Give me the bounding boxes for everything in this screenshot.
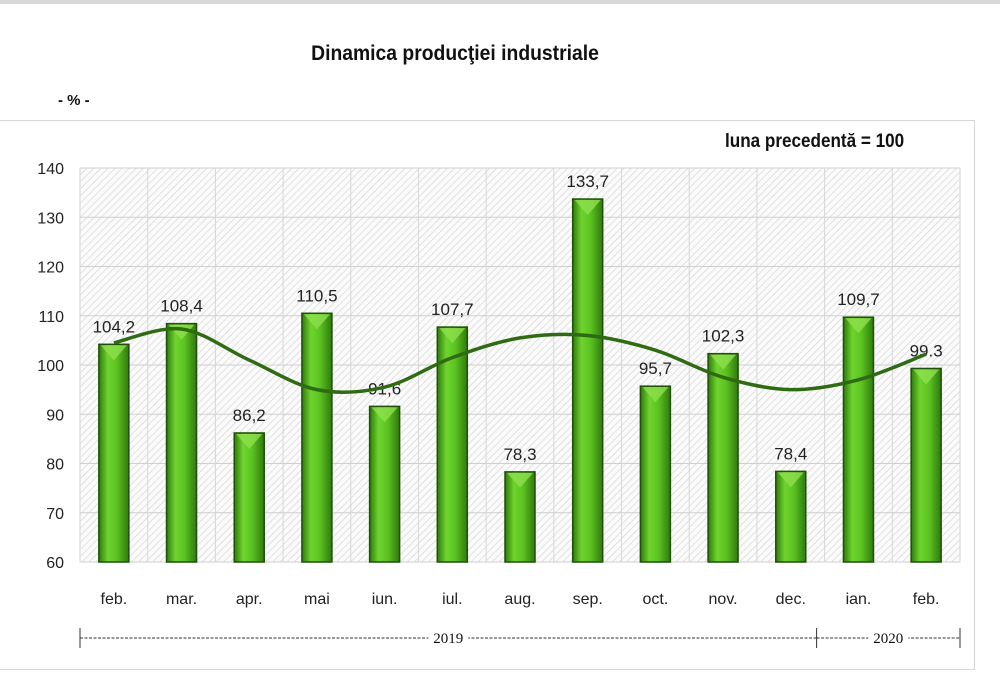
data-label: 86,2 [233, 406, 266, 425]
bar-highlight [710, 354, 737, 370]
bar-highlight [845, 318, 872, 334]
bar-highlight [574, 200, 601, 216]
bar-highlight [236, 433, 263, 449]
y-tick-label: 90 [46, 407, 64, 424]
chart-frame [0, 120, 975, 670]
bar-highlight [507, 472, 533, 488]
data-label: 108,4 [160, 297, 203, 316]
y-tick-label: 100 [37, 358, 64, 375]
bar [368, 405, 401, 563]
year-label-bg [868, 629, 909, 647]
y-tick-label: 60 [46, 555, 64, 572]
data-label: 109,7 [837, 290, 880, 309]
data-label: 133,7 [566, 172, 609, 191]
x-tick-label: ian. [846, 591, 872, 608]
x-tick-label: mar. [166, 591, 197, 608]
bar-highlight [371, 407, 398, 423]
x-tick-label: iun. [372, 591, 398, 608]
unit-label: - % - [58, 92, 90, 109]
x-tick-label: mai [304, 591, 330, 608]
bar [707, 352, 739, 563]
x-tick-label: apr. [236, 591, 263, 608]
data-label: 95,7 [639, 359, 672, 378]
bar-highlight [439, 328, 466, 344]
bar-highlight [642, 387, 669, 403]
x-tick-label: feb. [913, 591, 940, 608]
bar [639, 385, 672, 563]
year-label: 2019 [433, 631, 463, 647]
chart-title: Dinamica producţiei industriale [311, 42, 599, 65]
y-tick-label: 120 [37, 260, 64, 277]
bar [842, 316, 875, 563]
data-label: 104,2 [93, 317, 136, 336]
y-tick-label: 80 [46, 457, 64, 474]
bar [165, 322, 198, 563]
data-label: 78,3 [503, 445, 536, 464]
data-label: 110,5 [296, 286, 337, 305]
y-tick-label: 130 [37, 210, 64, 227]
y-tick-label: 70 [46, 506, 64, 523]
bar [233, 432, 265, 563]
data-label: 107,7 [431, 300, 474, 319]
bar-highlight [100, 345, 127, 361]
year-label: 2020 [873, 631, 903, 647]
bar [301, 312, 333, 563]
bar [98, 343, 130, 563]
bar [910, 367, 942, 563]
x-tick-label: sep. [573, 591, 603, 608]
y-tick-label: 140 [37, 161, 64, 178]
bar [436, 326, 469, 563]
data-label: 102,3 [702, 327, 745, 346]
x-tick-label: oct. [642, 591, 668, 608]
bar-highlight [913, 369, 940, 385]
x-tick-label: aug. [504, 591, 535, 608]
data-label: 78,4 [774, 444, 807, 463]
year-label-bg [428, 629, 469, 647]
bar [571, 198, 604, 563]
base-note: luna precedentă = 100 [725, 131, 905, 152]
bar-highlight [303, 314, 330, 330]
y-tick-label: 110 [38, 309, 64, 326]
x-tick-label: nov. [709, 591, 738, 608]
x-tick-label: dec. [776, 591, 806, 608]
x-tick-label: iul. [442, 591, 462, 608]
top-border [0, 0, 1000, 4]
trendline [113, 326, 927, 394]
bar-highlight [777, 472, 804, 488]
x-tick-label: feb. [101, 591, 128, 608]
